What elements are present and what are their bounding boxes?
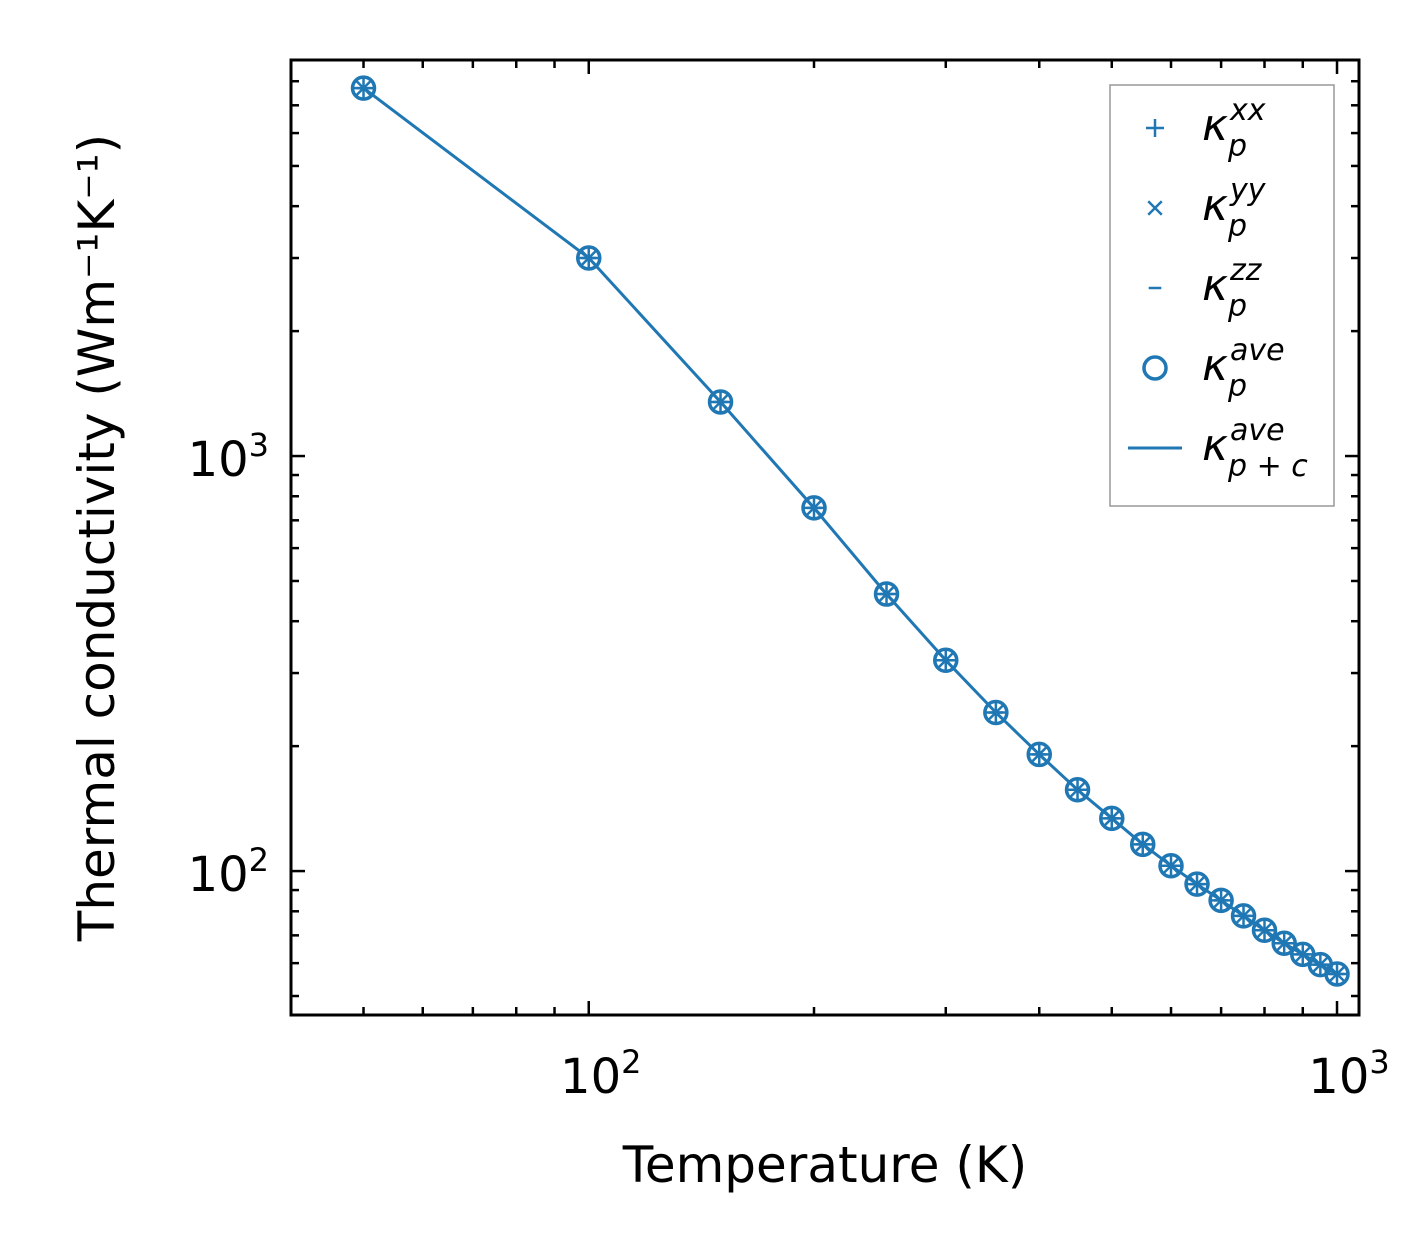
data-point — [1026, 741, 1053, 768]
data-point — [1208, 887, 1234, 914]
legend-label: κyy — [1202, 173, 1267, 231]
data-point — [1230, 903, 1257, 929]
legend-marker-icon — [1142, 355, 1168, 381]
series-layer — [350, 75, 1350, 987]
plot-frame — [289, 58, 1361, 1017]
data-point — [1271, 930, 1297, 957]
data-point — [576, 245, 602, 271]
tick-labels: 102 103 102 103 — [188, 426, 1390, 1105]
data-point — [873, 581, 900, 607]
legend-label: κave — [1202, 413, 1285, 471]
series-circle — [350, 75, 1350, 987]
series-line — [362, 86, 1338, 976]
data-point — [1251, 917, 1278, 944]
data-point — [801, 495, 827, 521]
y-tick-label: 102 — [188, 841, 269, 903]
legend-sub-label: p — [1227, 369, 1247, 404]
data-point — [1099, 805, 1125, 832]
x-tick-label: 102 — [560, 1043, 641, 1105]
data-point — [1129, 831, 1156, 858]
legend-label: κave — [1202, 333, 1285, 391]
x-axis-title: Temperature (K) — [622, 1136, 1027, 1194]
data-point — [983, 699, 1009, 726]
legend-sub-label: p + c — [1227, 449, 1308, 484]
legend-box — [1109, 84, 1335, 507]
legend-sub-label: p — [1227, 289, 1247, 324]
data-point — [1064, 777, 1091, 803]
data-point — [933, 647, 959, 674]
data-point — [350, 75, 377, 101]
data-point — [1324, 961, 1350, 987]
legend-sub-label: p — [1227, 209, 1247, 244]
legend-marker-icon — [1147, 200, 1163, 216]
data-point — [1158, 852, 1184, 879]
data-point — [707, 389, 734, 415]
legend-sub-label: p — [1227, 129, 1247, 164]
y-axis-title: Thermal conductivity (Wm⁻¹K⁻¹) — [68, 134, 126, 942]
legend-label: κzz — [1202, 253, 1263, 311]
series-line — [362, 86, 1338, 976]
y-tick-label: 103 — [188, 426, 269, 488]
data-point — [1184, 871, 1210, 897]
legend-label: κxx — [1202, 93, 1266, 151]
x-tick-label: 103 — [1308, 1043, 1389, 1105]
